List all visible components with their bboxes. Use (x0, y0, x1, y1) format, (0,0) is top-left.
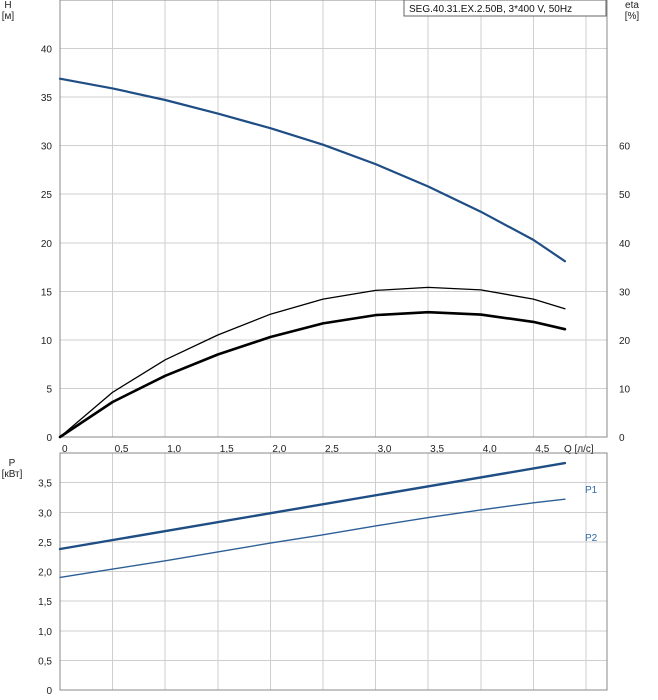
y2-axis-title-line: [%] (625, 11, 640, 22)
x-tick-label: 3,0 (378, 444, 392, 455)
power-series-line-1 (59, 498, 566, 579)
y2-tick-label: 40 (619, 239, 631, 250)
power-y-tick-label: 2,0 (38, 568, 52, 579)
power-y-axis-title-line: [кВт] (2, 469, 23, 480)
y2-axis-title-line: eta (625, 0, 639, 11)
head-efficiency-plot: 0 5 10 15 20 25 30 35 40 0 10 20 30 40 50 60 0 0,5 1,0 1,5 2… (2, 0, 640, 455)
y2-tick-label: 30 (619, 287, 631, 298)
series-label-p2: P2 (585, 533, 598, 544)
power-y-tick-label: 1,5 (38, 597, 52, 608)
x-tick-label: 0 (62, 444, 68, 455)
y-tick-label: 15 (41, 287, 53, 298)
series-line-0 (58, 77, 567, 263)
x-tick-label: 2,5 (325, 444, 339, 455)
x-tick-label: 2,0 (272, 444, 286, 455)
y-tick-label: 40 (41, 45, 53, 56)
power-y-axis-title-line: P (9, 458, 16, 469)
y-axis-title-line: H (4, 0, 11, 11)
series-line-1 (59, 286, 566, 438)
x-tick-label: 4,5 (535, 444, 549, 455)
y-tick-label: 10 (41, 336, 53, 347)
top-plot-frame (59, 0, 608, 438)
power-y-tick-label: 1,0 (38, 627, 52, 638)
x-tick-label: 1,0 (167, 444, 181, 455)
y-tick-label: 30 (41, 142, 53, 153)
x-tick-label: 1,5 (220, 444, 234, 455)
y-tick-label: 35 (41, 93, 53, 104)
y-tick-label: 20 (41, 239, 53, 250)
power-plot: 0 0,5 1,0 1,5 2,0 2,5 3,0 3,5 P [кВт] P1 P2 (2, 452, 608, 697)
power-series-line-0 (58, 461, 567, 551)
series-line-2 (58, 310, 567, 439)
y-tick-label: 0 (46, 433, 52, 444)
power-y-tick-label: 0 (46, 686, 52, 697)
bottom-plot-frame (59, 452, 608, 691)
x-tick-label: 3,5 (430, 444, 444, 455)
y-axis-title-line: [м] (2, 11, 15, 22)
y2-tick-label: 20 (619, 336, 631, 347)
y2-tick-label: 10 (619, 384, 631, 395)
power-y-tick-label: 3,5 (38, 479, 52, 490)
y-tick-label: 5 (46, 384, 52, 395)
y2-axis-title: eta [%] (625, 0, 640, 22)
power-y-tick-label: 3,0 (38, 508, 52, 519)
y2-tick-label: 50 (619, 190, 631, 201)
power-y-tick-label: 2,5 (38, 538, 52, 549)
x-tick-label: 4,0 (483, 444, 497, 455)
y2-tick-label: 0 (619, 433, 625, 444)
y-tick-label: 25 (41, 190, 53, 201)
series-label-p1: P1 (585, 485, 598, 496)
y2-tick-label: 60 (619, 142, 631, 153)
power-y-tick-label: 0,5 (38, 656, 52, 667)
x-axis-label: Q [л/с] (564, 444, 594, 455)
chart-title: SEG.40.31.EX.2.50B, 3*400 V, 50Hz (409, 4, 572, 15)
chart-title-box (403, 0, 607, 17)
power-y-axis-title: P [кВт] (2, 458, 23, 480)
y-axis-title: H [м] (2, 0, 15, 22)
x-tick-label: 0,5 (115, 444, 129, 455)
